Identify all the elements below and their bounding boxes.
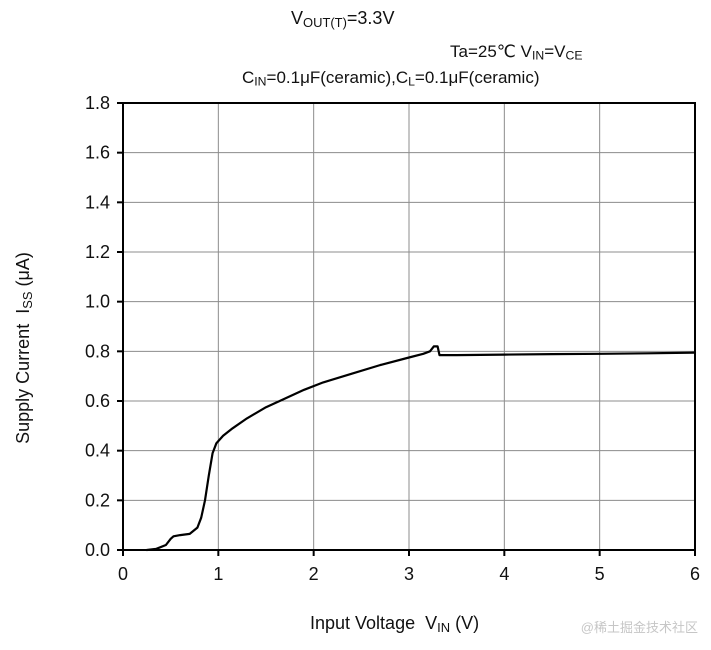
chart-title-capacitors: CIN=0.1μF(ceramic),CL=0.1μF(ceramic) (242, 68, 540, 89)
chart-title-output-voltage: VOUT(T)=3.3V (291, 8, 394, 30)
title1-part: V (291, 8, 304, 28)
y-tick-label: 1.6 (85, 143, 110, 163)
watermark: @稀土掘金技术社区 (580, 620, 698, 635)
y-tick-label: 0.6 (85, 391, 110, 411)
title2-part: =V (544, 42, 566, 61)
title3-part: C (242, 68, 255, 87)
y-tick-label: 1.2 (85, 242, 110, 262)
title3-subscript: L (408, 74, 415, 89)
title3-part: =0.1μF(ceramic),C (266, 68, 409, 87)
series-line (145, 345, 697, 552)
x-title-part: Input Voltage V (310, 613, 438, 633)
x-tick-label: 6 (690, 564, 700, 584)
y-axis-title: Supply Current ISS (μA) (13, 252, 35, 444)
x-tick-label: 1 (213, 564, 223, 584)
title3-subscript: IN (254, 74, 267, 89)
x-tick-label: 3 (404, 564, 414, 584)
title1-subscript: OUT(T) (303, 14, 347, 30)
y-title-subscript: SS (19, 291, 35, 309)
title1-part: =3.3V (346, 8, 395, 28)
y-tick-label: 0.2 (85, 490, 110, 510)
y-tick-label: 0.4 (85, 441, 110, 461)
x-tick-label: 4 (499, 564, 509, 584)
title2-part: Ta=25℃ V (450, 42, 532, 61)
y-tick-label: 1.4 (85, 192, 110, 212)
title2-subscript: IN (531, 48, 545, 63)
y-tick-label: 1.8 (85, 93, 110, 113)
y-tick-label: 0.0 (85, 540, 110, 560)
x-tick-label: 0 (118, 564, 128, 584)
x-axis-title: Input Voltage VIN (V) (310, 613, 479, 635)
y-title-part: Supply Current I (13, 308, 34, 444)
title2-subscript: CE (565, 48, 583, 63)
y-title-part: (μA) (13, 252, 34, 292)
title3-part: =0.1μF(ceramic) (414, 68, 540, 87)
y-tick-label: 0.8 (85, 341, 110, 361)
x-title-subscript: IN (437, 619, 451, 635)
x-tick-label: 2 (309, 564, 319, 584)
y-tick-label: 1.0 (85, 292, 110, 312)
x-title-part: (V) (450, 613, 480, 633)
x-tick-label: 5 (595, 564, 605, 584)
chart-title-conditions: Ta=25℃ VIN=VCE (450, 42, 582, 63)
